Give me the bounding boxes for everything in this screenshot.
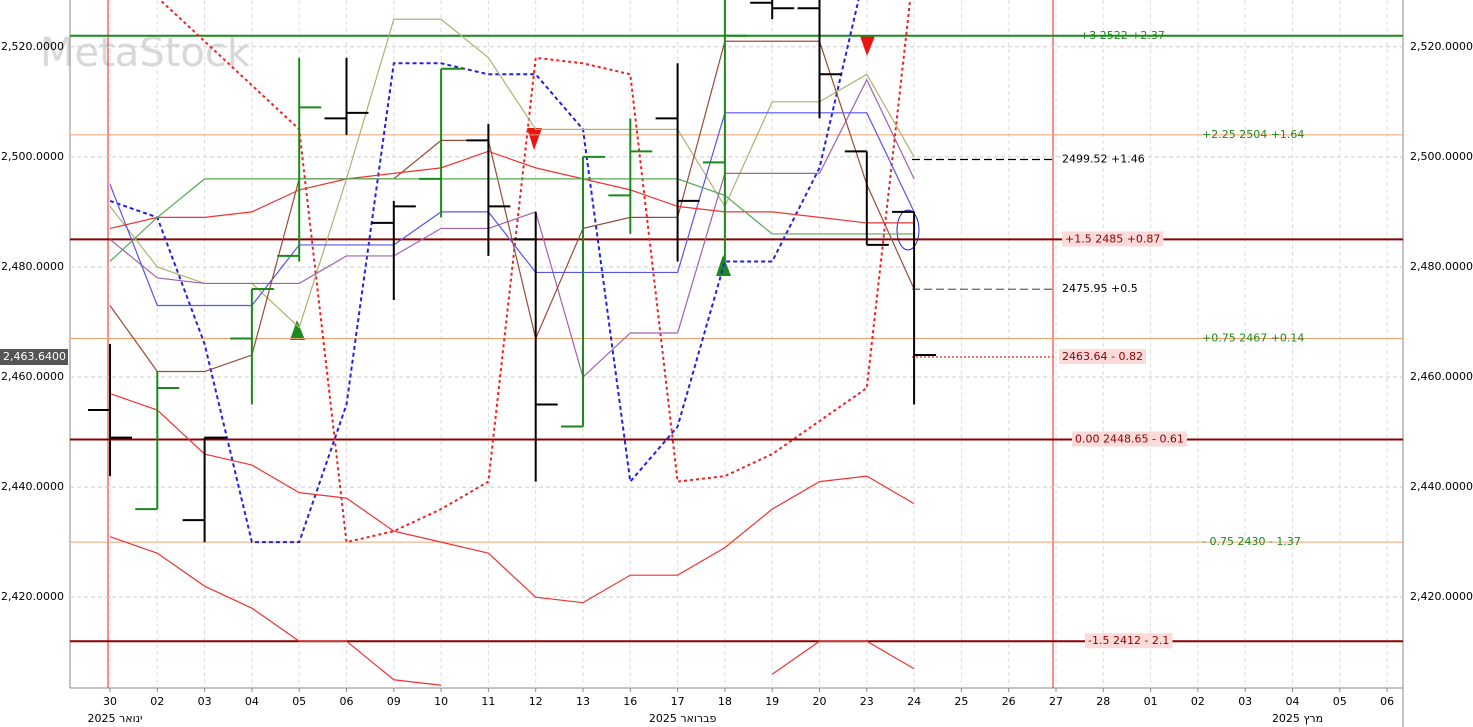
y-tick-label: 2,520.0000 [1,40,64,53]
month-label: 2025 פברואר [649,712,717,725]
label-bg [1072,431,1187,447]
signal-arrow [527,128,542,150]
x-tick-label: 03 [1238,695,1252,708]
highlight [896,209,920,251]
y-tick-label: 2,420.0000 [1410,590,1473,603]
x-tick-label: 28 [1096,695,1110,708]
indicator-line [109,0,860,544]
y-tick-label: 2,520.0000 [1410,40,1473,53]
x-tick-label: 01 [1144,695,1158,708]
x-tick-label: 05 [1333,695,1347,708]
level-label: 0.00 2448.65 - 0.61 [1075,432,1184,445]
indicator-line [109,392,915,604]
indicator-line [109,178,915,262]
signal-arrow [860,36,875,56]
label-bg [1062,231,1164,247]
level-label: +0.75 2467 +0.14 [1202,331,1304,344]
level-label: 2463.64 - 0.82 [1062,350,1143,363]
signal-arrow [290,320,305,340]
indicator-line [109,536,442,686]
level-label: - 0.75 2430 - 1.37 [1202,535,1301,548]
x-tick-label: 27 [1049,695,1063,708]
x-tick-label: 20 [813,695,827,708]
indicator-line [109,112,915,307]
level-label: 2475.95 +0.5 [1062,282,1138,295]
level-label: +2.25 2504 +1.64 [1202,128,1304,141]
indicator-line [109,78,915,379]
x-tick-label: 23 [860,695,874,708]
y-tick-label: 2,460.0000 [1,370,64,383]
y-tick-label: 2,440.0000 [1,480,64,493]
x-tick-label: 04 [245,695,259,708]
x-tick-label: 03 [198,695,212,708]
last-price-label: 2,463.6400 [3,350,66,363]
label-bg [1059,348,1146,364]
y-tick-label: 2,480.0000 [1,260,64,273]
x-tick-label: 17 [671,695,685,708]
x-tick-label: 18 [718,695,732,708]
plot [70,0,1403,686]
x-tick-label: 06 [340,695,354,708]
x-tick-label: 19 [765,695,779,708]
label-bg [1085,633,1173,649]
x-tick-label: 02 [150,695,164,708]
x-tick-label: 25 [954,695,968,708]
x-tick-label: 16 [623,695,637,708]
x-tick-label: 26 [1002,695,1016,708]
x-tick-label: 10 [434,695,448,708]
last-price-box [0,348,68,365]
x-tick-label: 12 [529,695,543,708]
x-tick-label: 24 [907,695,921,708]
y-tick-label: 2,440.0000 [1410,480,1473,493]
y-tick-label: 2,460.0000 [1410,370,1473,383]
watermark: MetaStock [40,30,251,76]
level-label: +3 2522 +2.37 [1080,29,1165,42]
x-tick-label: 13 [576,695,590,708]
x-tick-label: 02 [1191,695,1205,708]
x-tick-label: 09 [387,695,401,708]
y-tick-label: 2,500.0000 [1,150,64,163]
y-tick-label: 2,480.0000 [1410,260,1473,273]
month-label: 2025 ינואר [88,712,143,725]
x-tick-label: 11 [481,695,495,708]
x-tick-label: 05 [292,695,306,708]
x-tick-label: 06 [1380,695,1394,708]
x-tick-label: 30 [103,695,117,708]
month-label: 2025 מרץ [1272,712,1323,725]
indicator-line [109,40,915,373]
x-tick-label: 04 [1286,695,1300,708]
level-label: +1.5 2485 +0.87 [1065,232,1160,245]
level-label: -1.5 2412 - 2.1 [1088,634,1169,647]
level-label: 2499.52 +1.46 [1062,153,1145,166]
indicator-line [771,640,915,675]
indicator-line [109,150,915,230]
y-tick-label: 2,500.0000 [1410,150,1473,163]
y-tick-label: 2,420.0000 [1,590,64,603]
